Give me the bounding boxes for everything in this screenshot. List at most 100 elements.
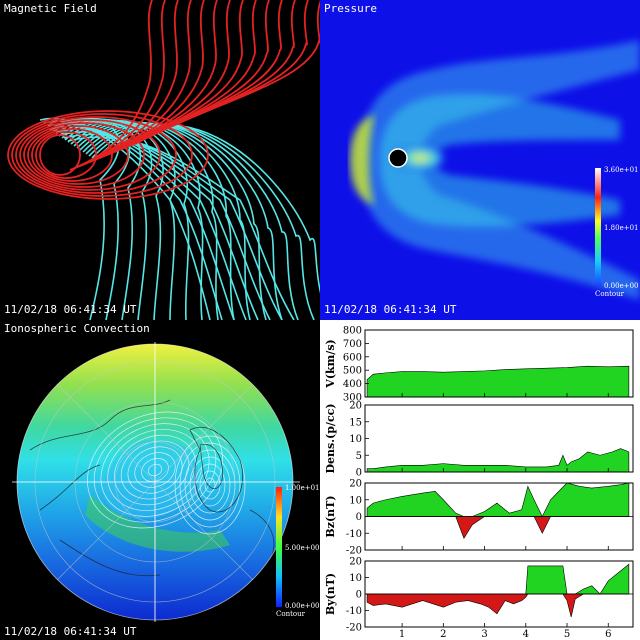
ionospheric-convection-plot: 1.00e+01 5.00e+00 0.00e+00 Contour bbox=[12, 342, 320, 622]
closed-field-loop bbox=[7, 110, 209, 200]
closed-field-line bbox=[134, 0, 320, 145]
open-field-line bbox=[51, 125, 247, 320]
x-tick-label: 5 bbox=[564, 629, 570, 640]
potential-contour bbox=[87, 411, 223, 529]
y-axis-label: Bz(nT) bbox=[324, 495, 337, 537]
x-axis: 1 2 3 4 5 6 bbox=[399, 629, 612, 640]
convection-title: Ionospheric Convection bbox=[4, 322, 150, 335]
open-field-line bbox=[43, 120, 223, 320]
open-field-line bbox=[91, 123, 315, 320]
pressure-colorbar bbox=[595, 168, 601, 286]
y-tick-label: 20 bbox=[349, 479, 362, 490]
closed-field-loop bbox=[27, 125, 129, 185]
chart-vkms: 800 700 600 500 400 300 V(km/s) bbox=[324, 326, 634, 404]
convection-colorbar-max: 1.00e+01 bbox=[285, 484, 320, 492]
potential-contour bbox=[120, 440, 190, 500]
data-area bbox=[366, 365, 630, 398]
y-tick-label: 500 bbox=[343, 366, 362, 377]
closed-field-loop bbox=[23, 122, 145, 188]
magnetic-field-panel: Magnetic Field 11/02/18 06:41:34 UT bbox=[0, 0, 320, 320]
pressure-plot: 3.60e+01 1.80e+01 0.00e+00 Contour bbox=[350, 40, 640, 300]
open-field-line bbox=[85, 122, 283, 320]
y-tick-label: 20 bbox=[349, 401, 362, 412]
x-tick-label: 3 bbox=[481, 629, 487, 640]
ionospheric-convection-panel: 1.00e+01 5.00e+00 0.00e+00 Contour Ionos… bbox=[0, 320, 320, 640]
potential-contour bbox=[174, 435, 246, 535]
convection-colorbar-min: 0.00e+00 bbox=[285, 602, 320, 610]
y-tick-label: 700 bbox=[343, 339, 362, 350]
closed-field-loop bbox=[15, 116, 177, 194]
closed-field-loop bbox=[19, 119, 161, 191]
positive-area bbox=[366, 482, 630, 518]
closed-field-line bbox=[79, 0, 179, 167]
x-tick-label: 6 bbox=[605, 629, 611, 640]
open-field-line bbox=[67, 136, 295, 320]
positive-area bbox=[367, 563, 630, 595]
magnetic-field-timestamp: 11/02/18 06:41:34 UT bbox=[4, 303, 137, 316]
open-field-line bbox=[39, 117, 211, 320]
closed-field-loop bbox=[39, 134, 81, 176]
x-tick-label: 2 bbox=[440, 629, 446, 640]
chart-bznt: 20 10 0 -10 -20 Bz(nT) bbox=[324, 479, 634, 557]
y-tick-label: 10 bbox=[349, 434, 362, 445]
solar-wind-panel: 800 700 600 500 400 300 V(km/s) 20 15 10 5 0 Dens.(p… bbox=[320, 320, 640, 640]
convection-colorbar bbox=[276, 487, 282, 607]
y-tick-label: 600 bbox=[343, 352, 362, 363]
potential-contour bbox=[134, 452, 176, 488]
y-tick-label: -20 bbox=[346, 546, 362, 557]
magnetic-field-plot bbox=[7, 0, 320, 320]
y-tick-label: 20 bbox=[349, 557, 362, 568]
potential-contour bbox=[204, 477, 216, 493]
x-tick-label: 4 bbox=[523, 629, 529, 640]
open-field-line bbox=[59, 130, 271, 320]
negative-area bbox=[366, 593, 629, 618]
earth-icon bbox=[388, 148, 408, 168]
potential-contour bbox=[141, 458, 169, 482]
y-tick-label: -10 bbox=[346, 606, 362, 617]
y-tick-label: 300 bbox=[343, 393, 362, 404]
potential-contour bbox=[147, 463, 163, 477]
x-tick-label: 1 bbox=[399, 629, 405, 640]
pressure-colorbar-min: 0.00e+00 bbox=[604, 282, 639, 290]
negative-area bbox=[367, 516, 629, 539]
pressure-colorbar-max: 3.60e+01 bbox=[604, 166, 639, 174]
pressure-panel: 3.60e+01 1.80e+01 0.00e+00 Contour Press… bbox=[320, 0, 640, 320]
convection-colorbar-mid: 5.00e+00 bbox=[285, 544, 320, 552]
y-tick-label: 0 bbox=[356, 468, 362, 479]
pressure-colorbar-label: Contour bbox=[595, 290, 625, 298]
chart-denspcc: 20 15 10 5 0 Dens.(p/cc) bbox=[324, 401, 634, 479]
y-tick-label: 800 bbox=[343, 326, 362, 337]
y-tick-label: 400 bbox=[343, 379, 362, 390]
closed-field-loop bbox=[35, 131, 97, 179]
y-tick-label: 5 bbox=[356, 451, 362, 462]
potential-contour bbox=[189, 456, 231, 514]
closed-field-line bbox=[74, 0, 166, 169]
y-axis-label: Dens.(p/cc) bbox=[324, 403, 337, 473]
pressure-colorbar-mid: 1.80e+01 bbox=[604, 224, 639, 232]
open-field-line bbox=[76, 121, 235, 320]
potential-contour bbox=[100, 423, 210, 517]
y-axis-label: V(km/s) bbox=[324, 339, 337, 388]
closed-field-loop bbox=[31, 128, 113, 182]
convection-colorbar-label: Contour bbox=[276, 610, 306, 618]
y-tick-label: -20 bbox=[346, 623, 362, 634]
closed-field-line bbox=[69, 0, 153, 171]
convection-timestamp: 11/02/18 06:41:34 UT bbox=[4, 625, 137, 638]
open-field-line bbox=[55, 128, 259, 320]
pressure-timestamp: 11/02/18 06:41:34 UT bbox=[324, 303, 457, 316]
closed-field-loop bbox=[11, 113, 193, 197]
y-tick-label: 10 bbox=[349, 495, 362, 506]
solar-wind-charts: 800700600500400300V(km/s)20151050Dens.(p… bbox=[324, 326, 634, 640]
pressure-title: Pressure bbox=[324, 2, 377, 15]
potential-contour bbox=[179, 442, 241, 528]
y-axis-label: By(nT) bbox=[324, 573, 337, 615]
y-tick-label: 0 bbox=[356, 512, 362, 523]
closed-field-line bbox=[84, 0, 192, 165]
chart-bynt: 20 10 0 -10 -20 By(nT) bbox=[324, 557, 634, 634]
y-tick-label: 10 bbox=[349, 573, 362, 584]
potential-contour bbox=[114, 434, 196, 506]
data-area bbox=[366, 448, 630, 473]
y-tick-label: 15 bbox=[349, 417, 362, 428]
chart-frame bbox=[364, 329, 634, 398]
